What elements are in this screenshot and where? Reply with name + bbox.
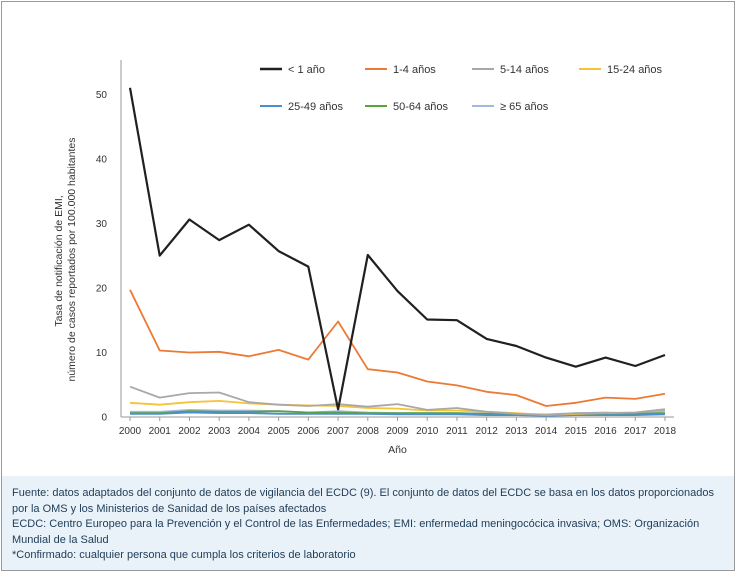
x-tick-label: 2016 [594,426,617,437]
series-line-2 [129,385,666,417]
x-tick-label: 2009 [386,426,409,437]
x-tick-label: 2004 [238,426,261,437]
legend-label: ≥ 65 años [500,101,549,113]
y-axis-title-line-2: número de casos reportados por 100.000 h… [66,138,78,382]
legend: < 1 año 1-4 años 5-14 años 15-24 años 25-49 … [260,64,663,113]
axes [120,60,674,418]
y-tick-label: 20 [96,283,108,294]
x-tick-label: 2015 [565,426,588,437]
caption-abbreviations: ECDC: Centro Europeo para la Prevención … [12,518,700,546]
legend-label: 50-64 años [393,101,449,113]
y-tick-label: 40 [96,154,108,165]
x-tick-label: 2000 [119,426,142,437]
caption-source: Fuente: datos adaptados del conjunto de … [12,487,714,515]
series-lines [128,87,666,417]
x-tick-label: 2006 [297,426,320,437]
series-line-0 [128,87,666,411]
y-tick-label: 10 [96,348,108,359]
x-axis-title: Año [388,444,407,456]
legend-label: < 1 año [288,64,325,76]
caption-box: Fuente: datos adaptados del conjunto de … [2,476,734,570]
x-tick-label: 2014 [535,426,558,437]
y-axis-title: Tasa de notificación de EMI, número de c… [53,138,78,382]
y-axis-title-line-1: Tasa de notificación de EMI, [53,195,65,326]
y-tick-label: 30 [96,219,108,230]
x-tick-label: 2003 [208,426,231,437]
legend-label: 5-14 años [500,64,549,76]
tick-labels: 0 10 20 30 40 50 2000 2001 2002 2003 2004 2005 2006 2… [96,90,677,437]
y-tick-label: 0 [101,413,107,424]
legend-label: 1-4 años [393,64,436,76]
series-line-1 [129,289,666,407]
x-tick-label: 2012 [476,426,499,437]
x-tick-label: 2011 [446,426,468,437]
legend-label: 25-49 años [288,101,344,113]
x-tick-label: 2002 [178,426,201,437]
line-chart: 0 10 20 30 40 50 2000 2001 2002 2003 2004 2005 2006 2… [53,60,677,456]
x-tick-label: 2007 [327,426,350,437]
caption-note: *Confirmado: cualquier persona que cumpl… [12,549,356,561]
x-tick-label: 2008 [357,426,380,437]
caption: Fuente: datos adaptados del conjunto de … [12,486,728,564]
x-tick-label: 2013 [505,426,528,437]
y-tick-label: 50 [96,90,108,101]
x-tick-label: 2005 [267,426,290,437]
x-tick-label: 2018 [654,426,677,437]
legend-label: 15-24 años [607,64,663,76]
x-tick-label: 2001 [149,426,172,437]
x-tick-label: 2017 [624,426,647,437]
x-tick-label: 2010 [416,426,439,437]
series-line-4 [130,411,666,417]
